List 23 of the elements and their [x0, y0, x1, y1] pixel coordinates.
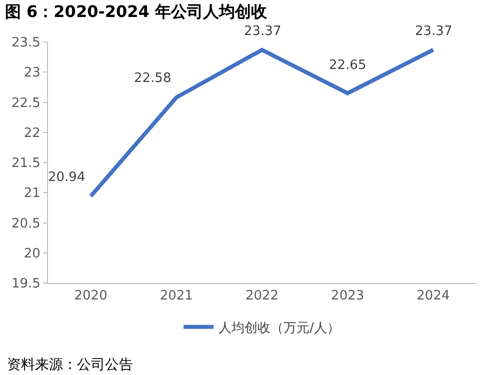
x-tick-label: 2020 [74, 288, 108, 304]
data-label: 23.37 [415, 24, 452, 39]
y-tick-label: 20 [24, 246, 40, 262]
y-tick-label: 20.5 [11, 216, 40, 232]
x-tick-label: 2021 [160, 288, 193, 304]
x-tick-label: 2023 [331, 288, 364, 304]
y-tick-label: 21.5 [11, 156, 40, 172]
y-tick-label: 22 [24, 126, 40, 141]
x-tick-label: 2024 [416, 288, 450, 304]
data-label: 20.94 [48, 170, 86, 185]
line-series [88, 48, 436, 198]
data-label: 22.65 [329, 58, 366, 73]
text: 资料来源：公司公告 [7, 357, 133, 373]
x-tick-label: 2022 [245, 288, 279, 304]
y-tick-label: 23 [24, 66, 40, 81]
y-tick-label: 19.5 [11, 276, 40, 292]
y-tick-label: 21 [24, 186, 40, 202]
legend-label: 人均创收（万元/人） [218, 320, 340, 336]
y-tick-label: 22.5 [11, 96, 40, 111]
data-label: 23.37 [244, 24, 282, 39]
y-tick-label: 23.5 [11, 36, 40, 51]
data-label: 22.58 [134, 71, 172, 86]
chart-title: 图 6：2020-2024 年公司人均创收 [4, 2, 268, 21]
